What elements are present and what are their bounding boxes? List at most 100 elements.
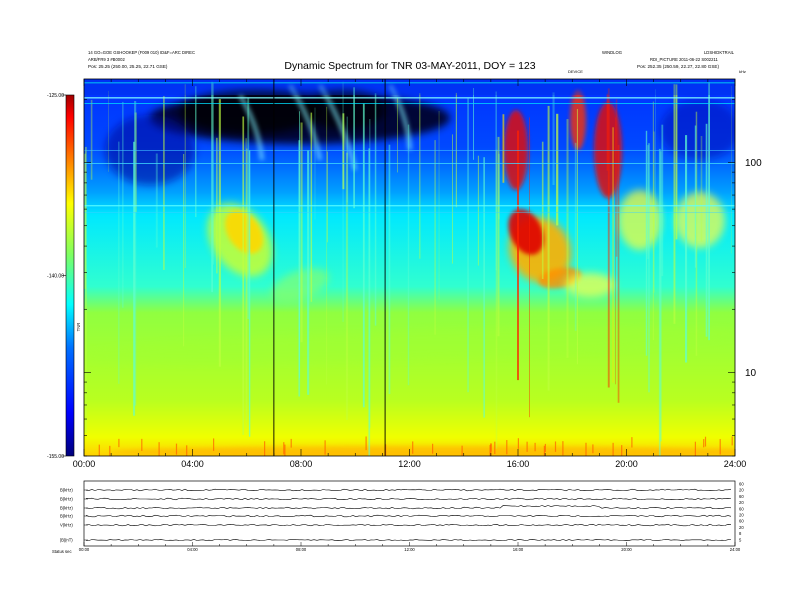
vertical-streak — [388, 144, 391, 394]
header-right-line4: Pos: 252.35 (250.59, 22.27, 22.80 GSE) — [637, 64, 719, 69]
vertical-streak — [183, 154, 185, 347]
base-fleck — [385, 444, 387, 456]
lower-x-tick-label: 04:00 — [187, 547, 198, 552]
vertical-streak — [122, 101, 124, 308]
vertical-streak — [326, 106, 328, 385]
base-fleck — [283, 442, 285, 455]
vertical-streak — [211, 81, 213, 293]
vertical-streak — [368, 148, 371, 456]
vertical-streak — [452, 134, 453, 264]
vertical-streak — [299, 111, 300, 378]
vertical-streak — [134, 101, 137, 406]
vertical-streak — [658, 148, 661, 456]
vertical-streak — [547, 105, 550, 391]
drift-ridge — [387, 83, 413, 151]
lower-right-tick-label: 8 — [739, 531, 742, 536]
drift-ridge — [287, 83, 323, 161]
burst-tail-yellow — [565, 273, 615, 297]
vertical-streak — [615, 117, 616, 385]
lower-x-tick-label: 24:00 — [730, 547, 741, 552]
vertical-streak — [345, 152, 349, 420]
vertical-streak — [576, 109, 578, 365]
vertical-streak — [195, 86, 197, 218]
vertical-streak — [502, 114, 505, 183]
vertical-streak — [529, 117, 530, 418]
header-left-line1: 14 GO=GOE GSHOOKEP (F009 010) ID&F=ARC D… — [88, 50, 195, 55]
header-right-line3: RDI_PICTURE 2011-06-22 S002211 — [650, 57, 718, 62]
vertical-streak — [434, 140, 436, 335]
vertical-streak — [708, 82, 710, 341]
lower-channel-label: B(kHz) — [60, 488, 73, 493]
vertical-streak — [218, 99, 221, 367]
vertical-streak — [155, 153, 158, 248]
x-tick-label: 12:00 — [398, 459, 421, 469]
header-corner-label: kHz — [739, 69, 746, 74]
vertical-streak — [647, 145, 649, 259]
lower-trace — [85, 505, 732, 510]
base-fleck — [631, 437, 633, 448]
colorbar-label: TNR — [76, 323, 81, 332]
vertical-streak — [246, 148, 248, 421]
base-fleck — [494, 441, 496, 455]
vertical-streak — [84, 153, 86, 289]
lower-right-tick-label: 60 — [739, 494, 744, 499]
lower-channel-label: V(kHz) — [60, 523, 73, 528]
base-fleck — [175, 443, 178, 455]
lower-right-tick-label: 5 — [739, 537, 742, 542]
y-tick-label: 10 — [745, 368, 757, 379]
vertical-streak — [473, 88, 474, 160]
vertical-streak — [675, 84, 678, 240]
dark-upper-core-2 — [305, 90, 385, 130]
header-left-line3: Pos: 25.25 (250.00, 25.25, 22.71 GSE) — [88, 64, 168, 69]
lower-right-tick-label: 60 — [739, 519, 744, 524]
base-fleck — [543, 445, 545, 456]
vertical-streak — [346, 116, 348, 203]
chart-title: Dynamic Spectrum for TNR 03-MAY-2011, DO… — [284, 60, 535, 72]
vertical-streak — [552, 92, 555, 185]
x-tick-label: 00:00 — [73, 459, 96, 469]
base-fleck — [324, 440, 326, 455]
x-tick-label: 08:00 — [290, 459, 313, 469]
base-fleck — [526, 441, 528, 452]
vertical-streak — [695, 111, 698, 356]
vertical-streak — [467, 98, 469, 393]
vertical-streak — [731, 86, 732, 254]
vertical-streak — [606, 93, 609, 171]
lower-panel-channel-labels: B(kHz) B(kHz) B(kHz) B(kHz) V(kHz) |B|(nT) — [60, 488, 73, 543]
x-tick-label: 04:00 — [181, 459, 204, 469]
vertical-time-markers — [273, 79, 386, 456]
base-fleck — [365, 436, 367, 451]
vertical-streak — [300, 122, 303, 343]
lower-x-tick-label: 08:00 — [296, 547, 307, 552]
base-fleck — [490, 443, 492, 452]
vertical-streak — [648, 143, 650, 393]
base-fleck — [703, 439, 705, 448]
vertical-streak — [685, 135, 688, 363]
vertical-streak — [700, 136, 703, 242]
interference-line — [84, 150, 735, 151]
header-left-line2: ARB/FR9 3 #B0002 — [88, 57, 125, 62]
vertical-streak — [397, 98, 398, 173]
vertical-streak — [705, 123, 708, 337]
vertical-streak — [556, 113, 559, 226]
base-fleck — [534, 442, 536, 452]
base-fleck — [412, 441, 414, 454]
colorbar-ticks: -125.00 -140.00 -155.00 — [47, 93, 66, 460]
x-tick-label: 20:00 — [615, 459, 638, 469]
interference-line — [84, 205, 735, 207]
vertical-streak — [659, 151, 662, 442]
header-right-line1: WINDLOG — [602, 50, 622, 55]
vertical-streak — [134, 112, 137, 213]
vertical-streak — [213, 82, 214, 265]
vertical-streak — [541, 141, 544, 279]
drift-ridge — [317, 83, 358, 171]
vertical-streak — [362, 103, 365, 408]
vertical-streak — [327, 151, 328, 243]
spectrogram-heatmap — [84, 79, 735, 456]
base-orange — [110, 446, 735, 456]
lower-x-tick-label: 20:00 — [621, 547, 632, 552]
lower-trace — [85, 497, 732, 501]
lower-trace — [85, 488, 732, 492]
vertical-streak — [245, 138, 247, 428]
